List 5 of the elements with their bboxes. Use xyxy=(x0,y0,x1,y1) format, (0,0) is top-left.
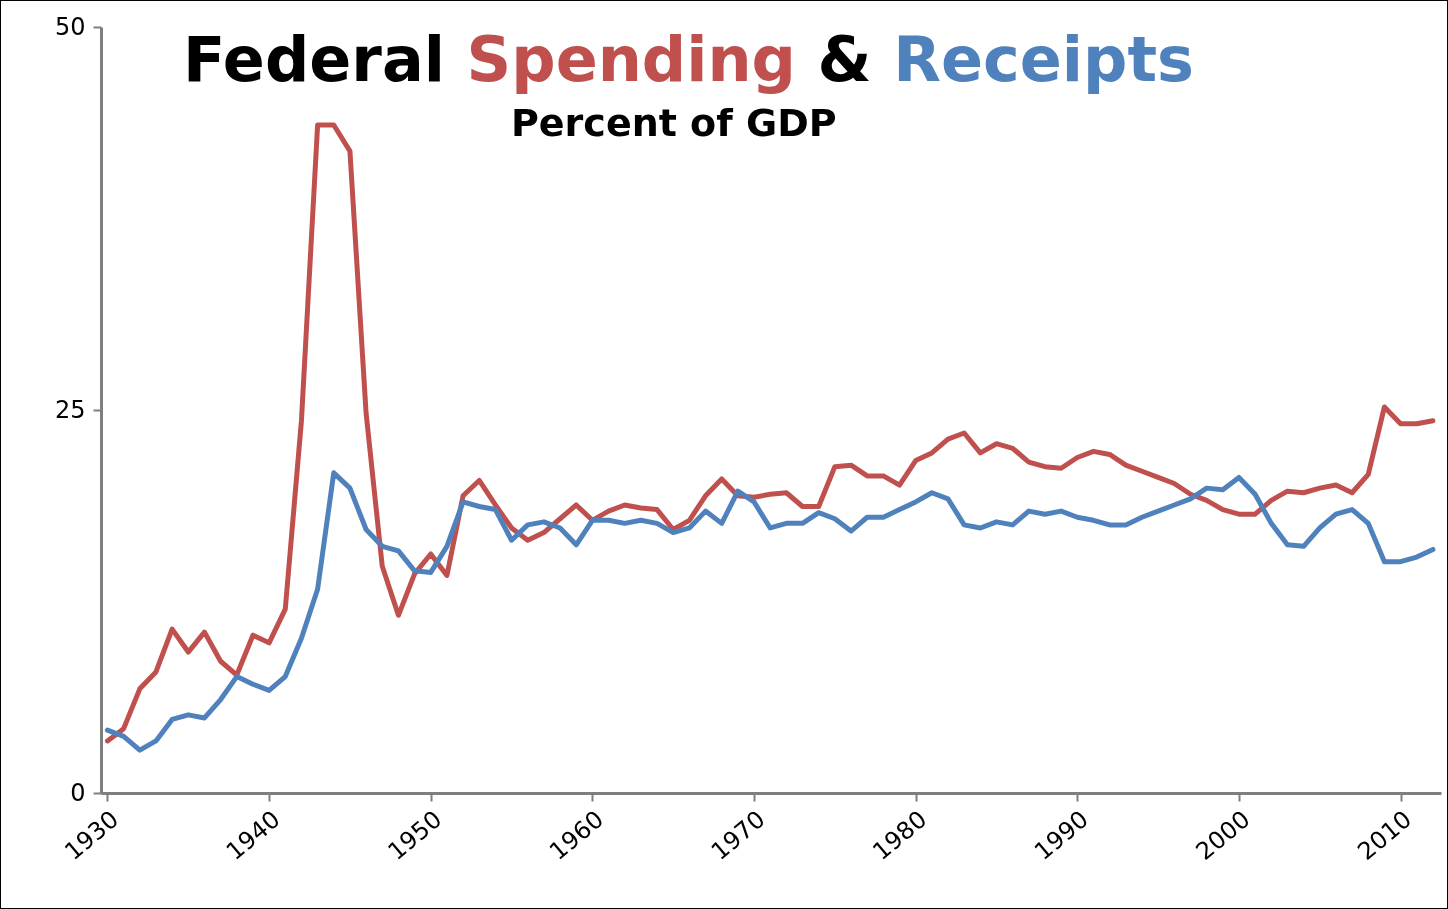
chart-title: Federal Spending & Receipts xyxy=(183,23,1195,96)
y-tick-label: 25 xyxy=(54,395,86,424)
y-tick-label: 50 xyxy=(54,12,86,41)
y-tick-label: 0 xyxy=(70,778,86,807)
text: Percent of GDP xyxy=(511,101,837,145)
